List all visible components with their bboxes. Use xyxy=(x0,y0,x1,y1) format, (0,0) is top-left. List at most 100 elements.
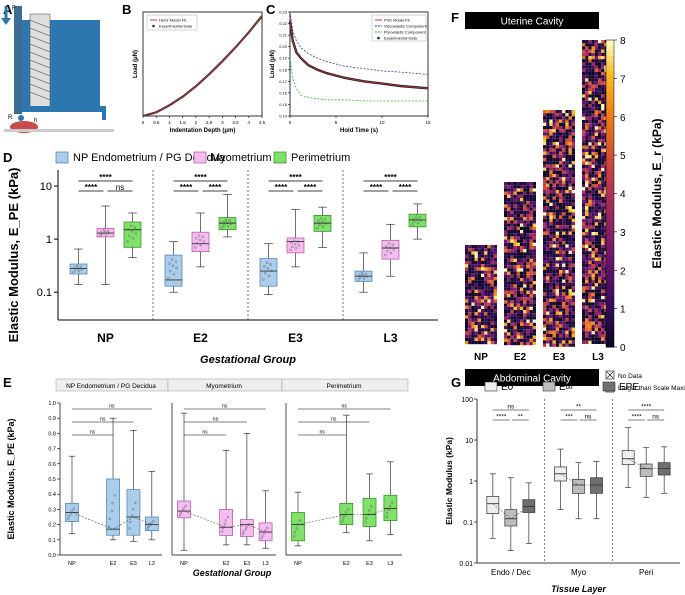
heatmap-cell xyxy=(601,148,605,152)
data-point xyxy=(179,511,183,515)
heatmap-cell xyxy=(571,260,575,264)
heatmap-cell xyxy=(582,206,586,210)
heatmap-cell xyxy=(594,244,598,248)
heatmap-cell xyxy=(490,321,494,325)
heatmap-cell xyxy=(555,273,559,277)
heatmap-cell xyxy=(552,151,556,155)
heatmap-cell xyxy=(523,319,527,323)
heatmap-cell xyxy=(543,279,547,283)
heatmap-cell xyxy=(504,242,508,246)
heatmap-cell xyxy=(585,193,589,197)
data-point xyxy=(110,509,114,513)
heatmap-cell xyxy=(523,290,527,294)
heatmap-cell xyxy=(484,341,488,345)
heatmap-cell xyxy=(588,56,592,60)
heatmap-cell xyxy=(520,281,524,285)
heatmap-cell xyxy=(504,306,508,310)
heatmap-cell xyxy=(555,324,559,328)
heatmap-cell xyxy=(598,337,602,341)
heatmap-cell xyxy=(565,138,569,142)
heatmap-cell xyxy=(465,293,469,297)
heatmap-cell xyxy=(504,316,508,320)
heatmap-cell xyxy=(559,327,563,331)
heatmap-cell xyxy=(598,62,602,66)
heatmap-cell xyxy=(523,297,527,301)
heatmap-cell xyxy=(516,294,520,298)
heatmap-cell xyxy=(591,177,595,181)
heatmap-cell xyxy=(591,280,595,284)
heatmap-cell xyxy=(601,190,605,194)
heatmap-cell xyxy=(481,257,485,261)
heatmap-cell xyxy=(504,223,508,227)
heatmap-cell xyxy=(468,286,472,290)
heatmap-cell xyxy=(526,287,530,291)
heatmap-cell xyxy=(552,209,556,213)
heatmap-cell xyxy=(555,119,559,123)
heatmap-cell xyxy=(562,257,566,261)
heatmap-cell xyxy=(526,233,530,237)
heatmap-cell xyxy=(559,161,563,165)
heatmap-cell xyxy=(510,287,514,291)
heatmap-cell xyxy=(552,273,556,277)
heatmap-cell xyxy=(532,316,536,320)
heatmap-cell xyxy=(546,186,550,190)
heatmap-cell xyxy=(507,319,511,323)
heatmap-cell xyxy=(591,46,595,50)
heatmap-cell xyxy=(529,310,533,314)
heatmap-cell xyxy=(490,283,494,287)
heatmap-cell xyxy=(549,119,553,123)
heatmap-cell xyxy=(532,201,536,205)
heatmap-cell xyxy=(549,340,553,344)
data-point xyxy=(416,221,420,225)
heatmap-cell xyxy=(568,206,572,210)
data-point xyxy=(74,269,77,272)
heatmap-cell xyxy=(594,299,598,303)
heatmap-cell xyxy=(474,283,478,287)
heatmap-cell xyxy=(591,337,595,341)
heatmap-cell xyxy=(487,264,491,268)
heatmap-cell xyxy=(490,337,494,341)
heatmap-cell xyxy=(598,254,602,258)
heatmap-cell xyxy=(523,185,527,189)
heatmap-cell xyxy=(504,236,508,240)
heatmap-cell xyxy=(555,110,559,114)
data-point xyxy=(126,240,129,243)
heatmap-cell xyxy=(585,337,589,341)
heatmap-cell xyxy=(591,321,595,325)
heatmap-cell xyxy=(559,154,563,158)
heatmap-cell xyxy=(529,306,533,310)
legend-label: No Data xyxy=(618,373,642,380)
heatmap-cell xyxy=(493,328,497,332)
heatmap-cell xyxy=(585,81,589,85)
heatmap-cell xyxy=(465,341,469,345)
heatmap-cell xyxy=(565,116,569,120)
x-category-label: E2 xyxy=(193,331,208,345)
heatmap-cell xyxy=(582,155,586,159)
colorbar-segment xyxy=(606,70,614,77)
heatmap-cell xyxy=(582,40,586,44)
heatmap-cell xyxy=(523,210,527,214)
heatmap-cell xyxy=(571,273,575,277)
heatmap-cell xyxy=(571,263,575,267)
heatmap-cell xyxy=(493,289,497,293)
heatmap-cell xyxy=(571,177,575,181)
heatmap-cell xyxy=(504,217,508,221)
heatmap-cell xyxy=(487,296,491,300)
heatmap-cell xyxy=(510,265,514,269)
data-point xyxy=(69,512,73,515)
heatmap-cell xyxy=(585,94,589,98)
heatmap-cell xyxy=(601,136,605,140)
heatmap-cell xyxy=(568,234,572,238)
heatmap-cell xyxy=(565,270,569,274)
heatmap-cell xyxy=(568,116,572,120)
heatmap-cell xyxy=(513,188,517,192)
heatmap-cell xyxy=(507,207,511,211)
heatmap-cell xyxy=(565,308,569,312)
height-label: h xyxy=(34,118,37,124)
heatmap-cell xyxy=(588,100,592,104)
heatmap-cell xyxy=(487,286,491,290)
heatmap-cell xyxy=(529,316,533,320)
heatmap-cell xyxy=(565,199,569,203)
heatmap-cell xyxy=(559,282,563,286)
heatmap-cell xyxy=(529,188,533,192)
